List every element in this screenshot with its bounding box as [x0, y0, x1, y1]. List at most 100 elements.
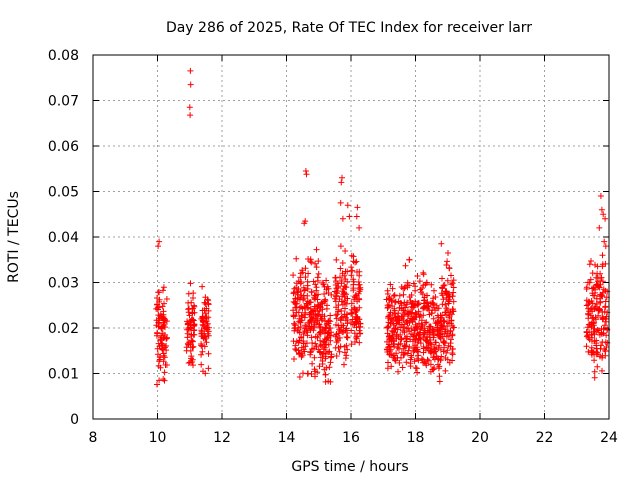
data-point: [428, 310, 435, 317]
data-point: [594, 363, 601, 370]
data-point: [599, 339, 606, 345]
data-point: [160, 350, 167, 357]
data-point: [423, 279, 430, 286]
data-point: [352, 339, 358, 345]
data-point: [293, 309, 300, 316]
data-point: [294, 328, 301, 335]
data-point: [593, 316, 599, 323]
data-point: [348, 327, 355, 334]
data-point: [390, 293, 397, 299]
data-point: [597, 281, 604, 288]
data-point: [315, 258, 322, 265]
data-point: [184, 330, 191, 337]
data-point: [153, 317, 160, 324]
data-point: [186, 312, 193, 319]
data-point: [294, 289, 301, 296]
x-tick-label: 8: [89, 430, 98, 446]
data-point: [338, 179, 345, 186]
data-point: [589, 270, 596, 277]
data-point: [322, 371, 329, 378]
data-point: [342, 248, 349, 254]
data-point: [339, 215, 346, 222]
data-point: [311, 354, 318, 361]
data-point: [389, 285, 396, 292]
data-point: [412, 321, 419, 328]
data-point: [411, 302, 418, 309]
data-point: [336, 348, 343, 355]
data-point: [344, 320, 351, 327]
data-point: [427, 323, 434, 330]
data-point: [312, 368, 319, 375]
data-point: [450, 284, 457, 291]
data-point: [305, 270, 312, 277]
data-point: [355, 281, 362, 288]
data-point: [356, 224, 363, 231]
data-point: [449, 293, 456, 300]
data-point: [315, 270, 322, 277]
y-tick-label: 0.02: [48, 321, 79, 337]
data-point: [439, 312, 446, 319]
data-point: [198, 327, 205, 334]
data-point: [349, 316, 356, 323]
data-point: [313, 284, 320, 291]
data-point: [342, 305, 348, 312]
data-point: [154, 301, 160, 308]
data-point: [312, 296, 318, 303]
data-point: [431, 344, 438, 350]
data-point: [346, 213, 353, 220]
data-point: [413, 325, 420, 332]
data-point: [401, 321, 408, 328]
data-point: [163, 318, 170, 325]
data-point: [445, 250, 451, 256]
data-point: [201, 299, 208, 306]
y-tick-label: 0.06: [48, 139, 79, 155]
data-point: [443, 294, 450, 301]
data-point: [199, 348, 206, 355]
data-point: [307, 305, 314, 312]
data-point: [158, 314, 165, 321]
data-point: [337, 274, 343, 281]
data-point: [409, 316, 416, 323]
data-point: [305, 256, 312, 262]
data-point: [384, 291, 391, 297]
data-point: [298, 334, 305, 340]
data-point: [395, 341, 402, 348]
x-tick-label: 14: [278, 430, 296, 446]
data-point: [205, 350, 212, 357]
data-point: [413, 344, 420, 351]
data-point: [305, 370, 312, 377]
data-point: [438, 290, 445, 297]
data-point: [157, 336, 164, 343]
data-point: [154, 381, 160, 388]
data-point: [161, 369, 168, 376]
data-point: [440, 296, 447, 303]
data-point: [185, 290, 192, 297]
data-point: [408, 301, 415, 308]
data-point: [199, 283, 206, 290]
data-point: [405, 347, 412, 354]
data-point: [595, 312, 602, 319]
y-tick-label: 0: [70, 412, 79, 428]
data-point: [395, 333, 402, 340]
data-point: [444, 277, 451, 284]
data-point: [190, 327, 197, 334]
data-point: [386, 335, 393, 342]
data-point: [157, 354, 164, 361]
data-point: [591, 325, 598, 332]
data-point: [384, 338, 390, 345]
data-point: [391, 305, 398, 312]
data-point: [189, 337, 196, 344]
data-point: [602, 304, 609, 311]
data-point: [424, 344, 431, 351]
data-point: [391, 299, 398, 306]
data-point: [309, 340, 316, 346]
data-point: [161, 331, 168, 338]
data-point: [199, 330, 205, 337]
data-point: [304, 298, 311, 305]
data-point: [590, 285, 597, 292]
data-point: [596, 331, 603, 338]
data-point: [199, 307, 206, 314]
data-point: [160, 319, 167, 326]
data-point: [186, 104, 193, 111]
